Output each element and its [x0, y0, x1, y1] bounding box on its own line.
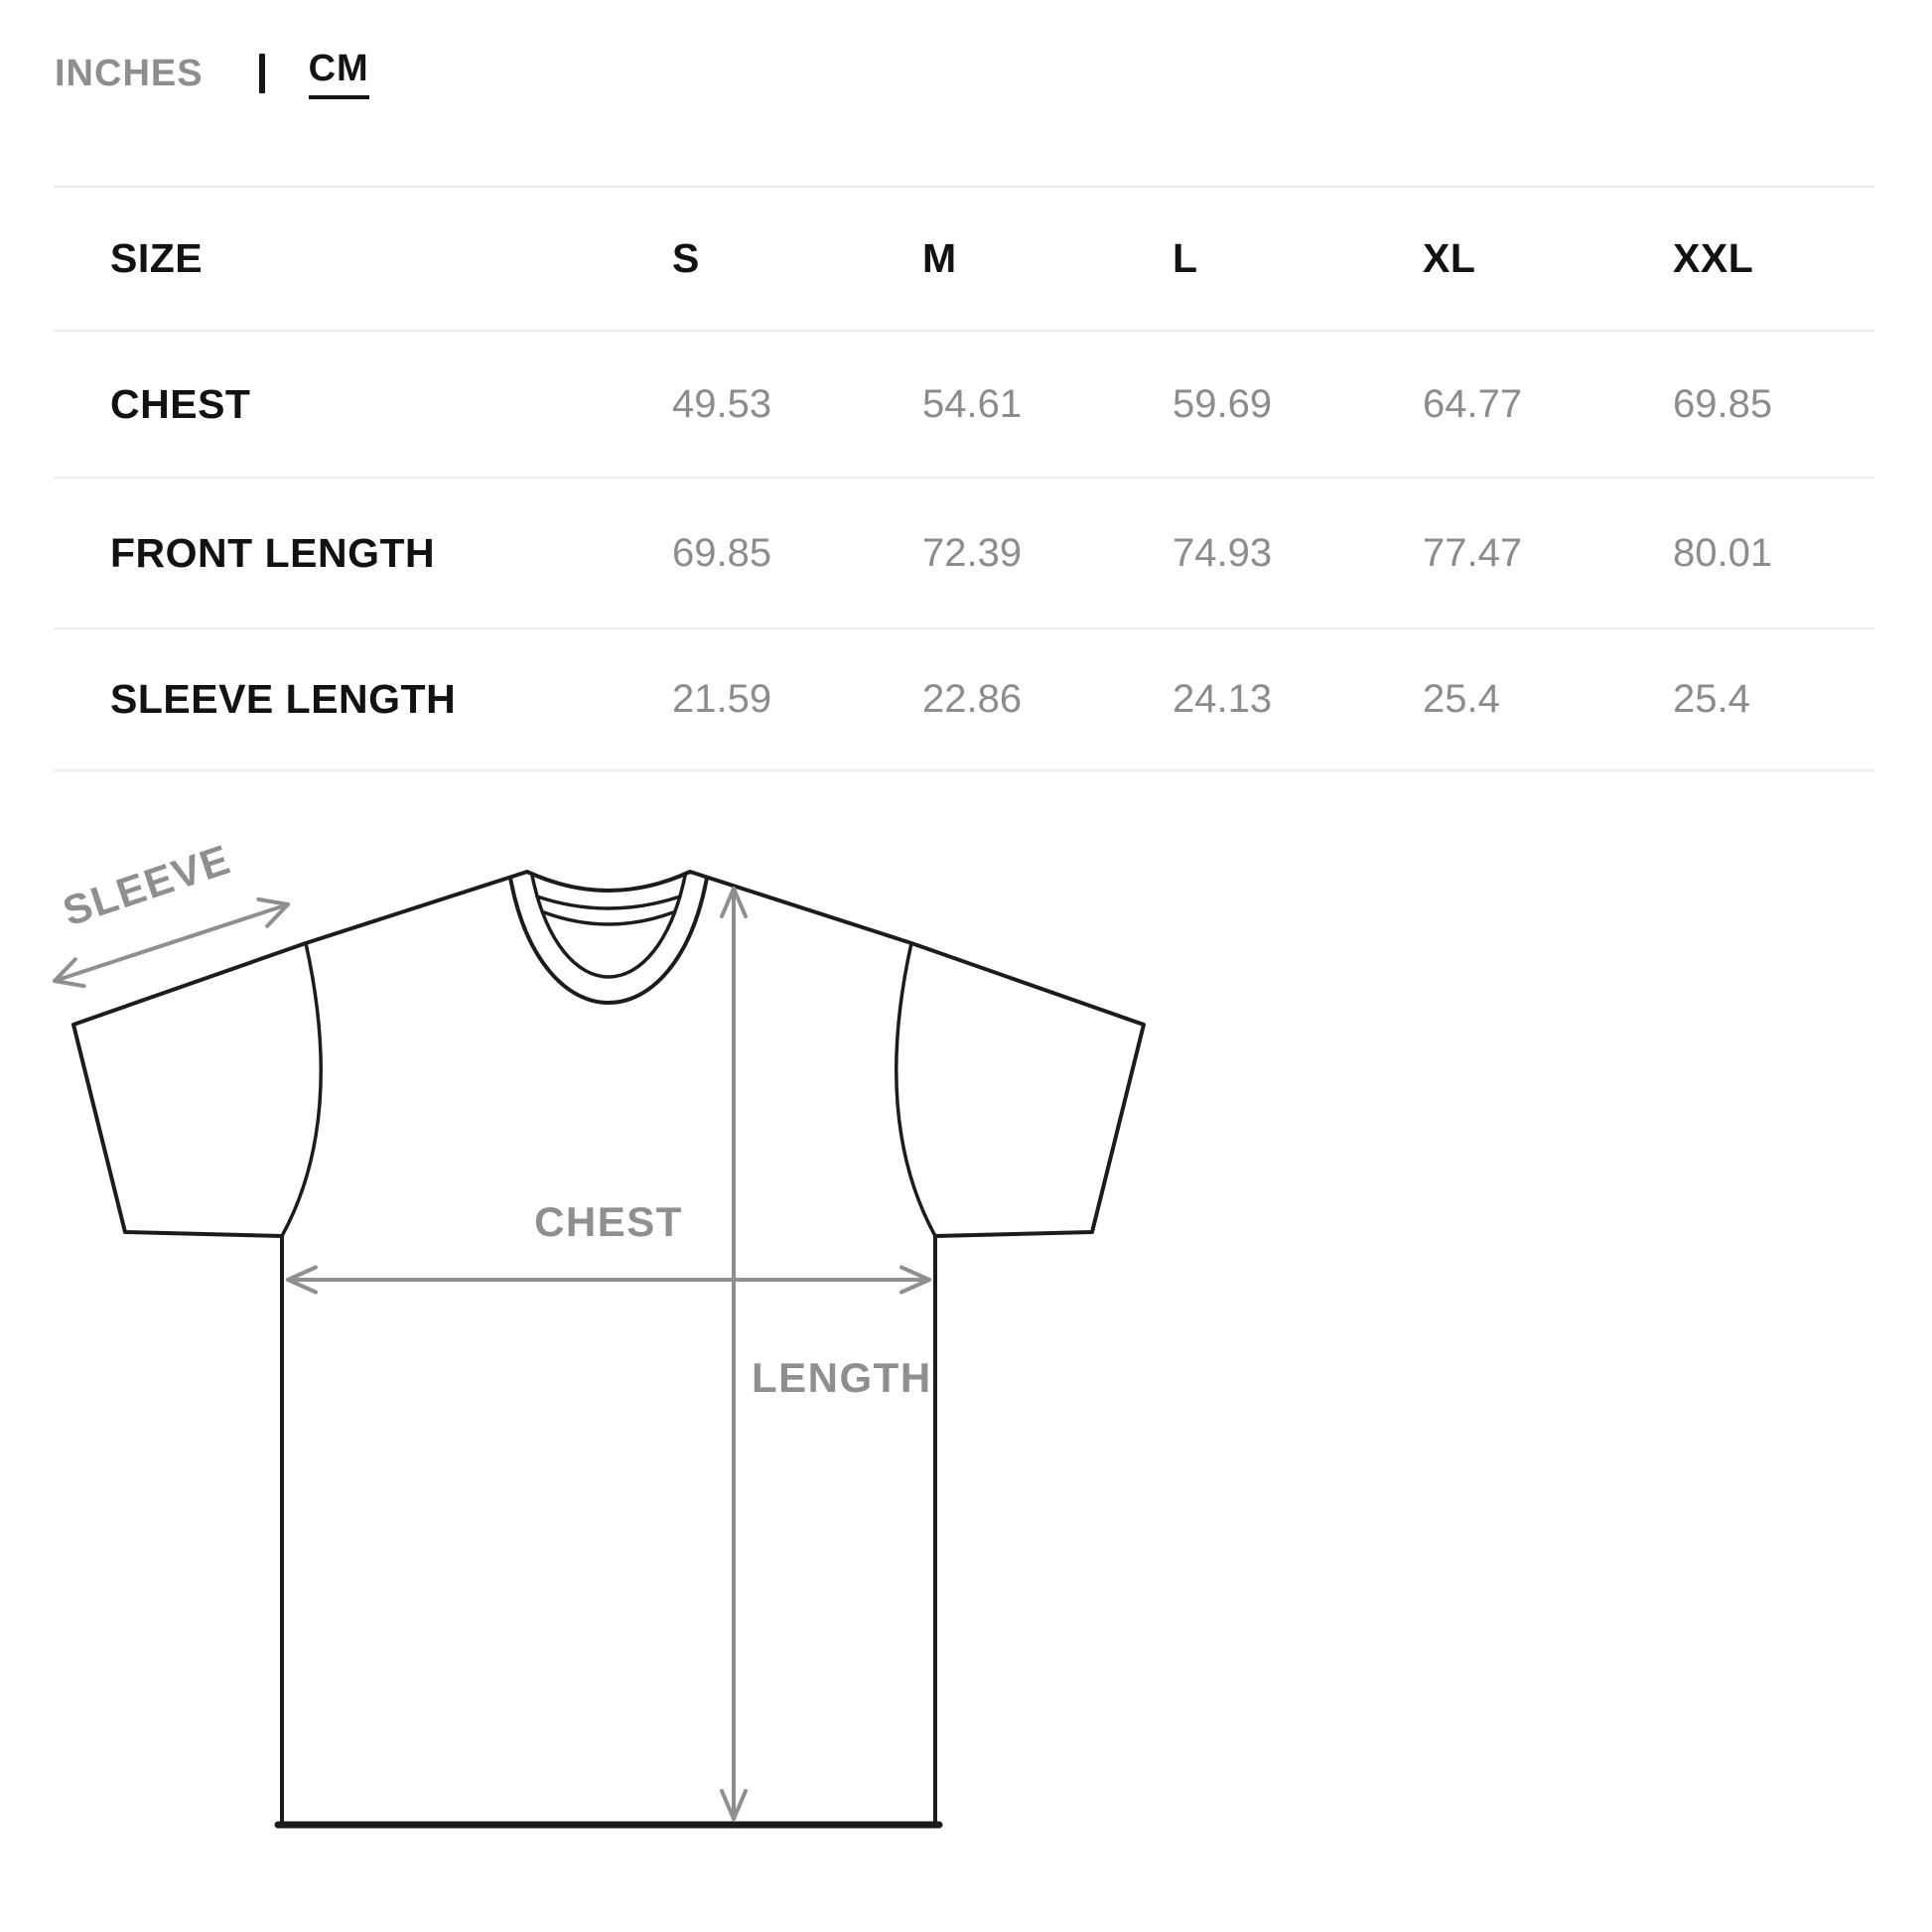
- header-cell-m: M: [922, 235, 957, 281]
- value-cell: 22.86: [922, 677, 1023, 721]
- header-cell-xxl: XXL: [1673, 235, 1754, 281]
- value-cell: 24.13: [1173, 677, 1273, 721]
- value-cell: 72.39: [922, 530, 1023, 575]
- value-cell: 77.47: [1423, 530, 1523, 575]
- value-cell: 80.01: [1673, 530, 1773, 575]
- value-cell: 54.61: [922, 381, 1023, 426]
- unit-toggle-cm[interactable]: CM: [308, 48, 369, 99]
- sleeve-arrow: [53, 897, 290, 989]
- row-label-chest: CHEST: [110, 380, 251, 427]
- chest-measure-label: CHEST: [534, 1198, 683, 1245]
- value-cell: 21.59: [672, 677, 772, 721]
- unit-toggle: INCHES CM: [55, 48, 369, 99]
- value-cell: 69.85: [672, 530, 772, 575]
- header-cell-l: L: [1173, 235, 1198, 281]
- header-cell-s: S: [672, 235, 700, 281]
- value-cell: 59.69: [1173, 381, 1273, 426]
- row-label-front-length: FRONT LENGTH: [110, 529, 436, 576]
- value-cell: 64.77: [1423, 381, 1523, 426]
- chest-arrow: [286, 1265, 931, 1295]
- header-cell-size: SIZE: [110, 235, 204, 281]
- value-cell: 25.4: [1673, 677, 1750, 721]
- value-cell: 74.93: [1173, 530, 1273, 575]
- length-arrow: [720, 887, 748, 1821]
- size-table: SIZE S M L XL XXL CHEST 49.53 54.61 59.6…: [54, 186, 1874, 771]
- table-row-chest: CHEST 49.53 54.61 59.69 64.77 69.85: [54, 330, 1874, 477]
- length-measure-label: LENGTH: [752, 1354, 932, 1401]
- tshirt-outline: [71, 870, 1146, 1829]
- row-label-sleeve-length: SLEEVE LENGTH: [110, 676, 457, 722]
- table-row-sleeve-length: SLEEVE LENGTH 21.59 22.86 24.13 25.4 25.…: [54, 627, 1874, 771]
- header-cell-xl: XL: [1423, 235, 1476, 281]
- value-cell: 25.4: [1423, 677, 1500, 721]
- unit-toggle-separator: [258, 54, 265, 93]
- value-cell: 49.53: [672, 381, 772, 426]
- table-row-front-length: FRONT LENGTH 69.85 72.39 74.93 77.47 80.…: [54, 477, 1874, 627]
- unit-toggle-inches[interactable]: INCHES: [55, 52, 204, 94]
- value-cell: 69.85: [1673, 381, 1773, 426]
- size-table-header-row: SIZE S M L XL XXL: [54, 186, 1874, 330]
